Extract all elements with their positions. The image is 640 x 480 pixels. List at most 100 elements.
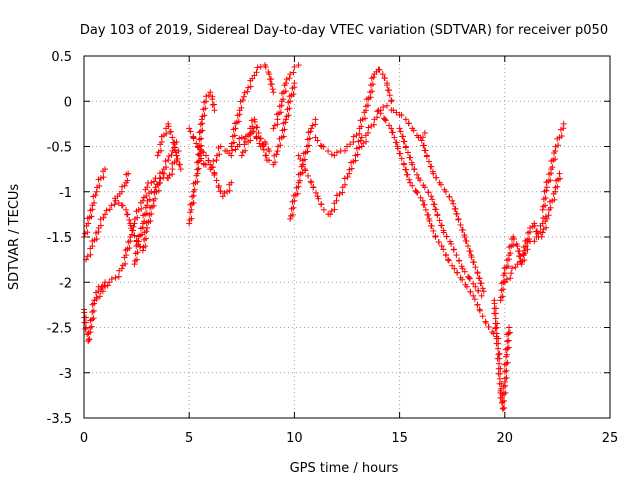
data-point [352,157,359,164]
data-point [503,360,510,367]
data-point [435,239,442,246]
data-point [314,137,321,144]
data-point [129,227,136,234]
data-point [92,192,99,199]
data-point [502,375,509,382]
data-point [358,123,365,130]
data-point [418,137,425,144]
data-point [289,211,296,218]
data-point [500,286,507,293]
data-point [380,104,387,111]
data-point [209,96,216,103]
data-point [176,161,183,168]
y-tick-labels: 0.5 0 -0.5 -1 -1.5 -2 -2.5 -3 -3.5 [47,50,72,427]
data-point [485,324,492,331]
data-point [91,199,98,206]
data-point [411,166,418,173]
data-point [121,182,128,189]
data-point [305,142,312,149]
data-point [304,148,311,155]
data-point [287,98,294,105]
data-point [200,149,207,156]
data-point [540,215,547,222]
data-point [196,136,203,143]
data-point [85,336,92,343]
data-point [407,179,414,186]
data-point [542,224,549,231]
data-point [97,175,104,182]
data-point [169,134,176,141]
data-point [104,282,111,289]
data-point [150,202,157,209]
data-point [425,189,432,196]
data-point [557,175,564,182]
data-point [166,172,173,179]
data-point [89,243,96,250]
data-point [123,252,130,259]
data-point [543,187,550,194]
data-point [461,268,468,275]
data-point [146,196,153,203]
data-point [318,201,325,208]
data-point [398,112,405,119]
y-tick-label: 0 [64,95,72,110]
data-point [273,151,280,158]
data-point [545,212,552,219]
data-point [386,92,393,99]
data-point [444,256,451,263]
data-point [203,152,210,159]
data-point [100,174,107,181]
data-point [152,195,159,202]
data-point [123,211,130,218]
data-point [522,243,529,250]
data-point [450,246,457,253]
data-point [328,151,335,158]
data-point [190,135,197,142]
data-point [537,229,544,236]
data-point [247,83,254,90]
data-point [493,330,500,337]
data-point [491,300,498,307]
data-point [374,114,381,121]
data-point [477,280,484,287]
data-point [93,236,100,242]
data-point [470,259,477,266]
data-point [554,183,561,190]
data-point [470,280,477,287]
data-point [507,275,514,282]
data-point [430,227,437,234]
data-point [299,161,306,168]
data-point [217,188,224,195]
data-point [511,236,518,243]
data-point [370,121,377,128]
data-point [93,294,100,301]
data-point [160,170,167,177]
data-point [503,374,510,381]
data-point [388,125,395,132]
data-point [478,292,485,299]
data-point [224,188,231,195]
data-point [226,187,233,194]
data-point [155,187,162,194]
data-point [493,340,500,347]
data-point [118,265,125,272]
data-point [414,189,421,196]
data-point [442,252,449,259]
data-point [274,116,281,123]
data-point [397,128,404,135]
data-point [170,144,177,151]
data-point [482,319,489,326]
data-point [440,246,447,253]
data-point [286,105,293,112]
data-point [201,112,208,119]
data-point [419,197,426,204]
data-point [382,117,389,124]
data-point [493,335,500,342]
y-axis-label: SDTVAR / TECUs [7,184,22,291]
data-point [205,92,212,99]
data-point [472,283,479,290]
data-point [143,193,150,200]
data-point [315,195,322,202]
